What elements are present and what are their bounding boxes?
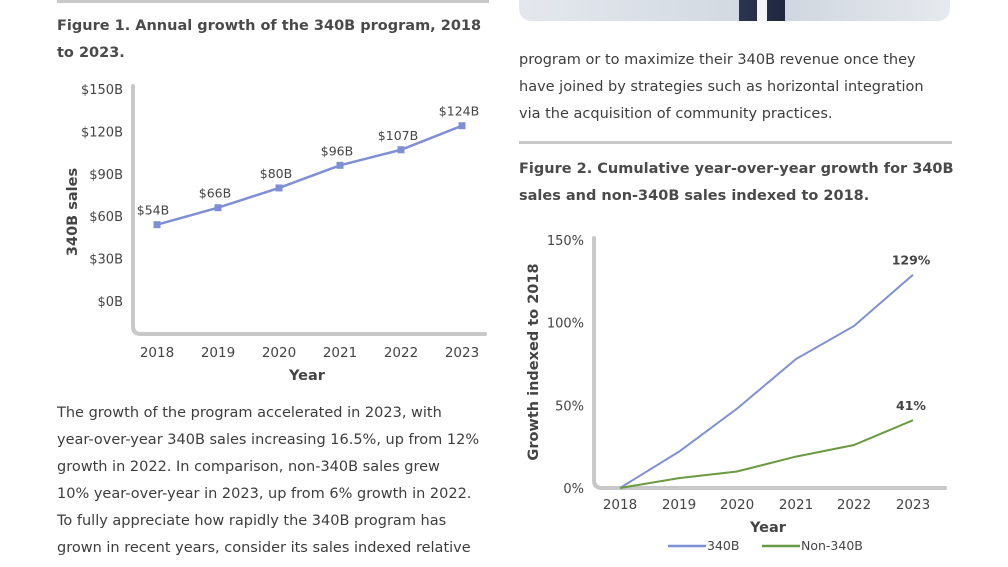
axis-lines	[592, 236, 947, 490]
x-tick-label: 2023	[445, 345, 479, 361]
x-tick-label: 2020	[720, 497, 754, 513]
data-point	[458, 122, 466, 130]
data-point	[397, 146, 405, 154]
x-tick-label: 2022	[384, 345, 418, 361]
y-tick-label: $30B	[89, 253, 123, 268]
x-axis-title: Year	[749, 520, 787, 536]
y-tick-label: 100%	[547, 317, 584, 332]
text-line: To fully appreciate how rapidly the 340B…	[57, 513, 447, 529]
figure2-caption-line: Figure 2. Cumulative year-over-year grow…	[519, 161, 954, 177]
figure1-caption-line: to 2023.	[57, 45, 125, 61]
x-axis-title: Year	[288, 368, 326, 384]
x-tick-label: 2020	[262, 345, 296, 361]
series-line-340b	[156, 124, 463, 226]
y-tick-label: $150B	[81, 83, 123, 98]
x-tick-label: 2021	[779, 497, 813, 513]
y-tick-label: $120B	[81, 125, 123, 140]
y-tick-label: 0%	[563, 482, 584, 497]
data-point	[153, 221, 161, 229]
photo-shirt	[757, 0, 767, 21]
figure2-caption: Figure 2. Cumulative year-over-year grow…	[519, 156, 959, 210]
data-point	[336, 161, 344, 169]
figure1-caption: Figure 1. Annual growth of the 340B prog…	[57, 13, 489, 67]
y-tick-label: 50%	[555, 399, 584, 414]
x-tick-label: 2018	[140, 345, 174, 361]
y-tick-label: $60B	[89, 210, 123, 225]
y-tick-label: $90B	[89, 168, 123, 183]
header-photo	[519, 0, 950, 21]
top-rule-left	[57, 0, 489, 3]
right-body-text: program or to maximize their 340B revenu…	[519, 47, 959, 128]
x-tick-label: 2019	[201, 345, 235, 361]
data-point	[214, 204, 222, 212]
data-label: $54B	[137, 203, 169, 218]
y-axis-title: Growth indexed to 2018	[526, 263, 542, 460]
x-tick-label: 2018	[603, 497, 637, 513]
end-label: 129%	[892, 253, 931, 268]
text-line: The growth of the program accelerated in…	[57, 405, 442, 421]
legend-label: Non-340B	[801, 538, 863, 553]
text-line: via the acquisition of community practic…	[519, 106, 833, 122]
x-tick-label: 2022	[837, 497, 871, 513]
series-line-340b	[619, 273, 914, 489]
figure1-caption-line: Figure 1. Annual growth of the 340B prog…	[57, 18, 482, 34]
text-line: year-over-year 340B sales increasing 16.…	[57, 432, 480, 448]
text-line: grown in recent years, consider its sale…	[57, 540, 471, 556]
figure2-caption-line: sales and non-340B sales indexed to 2018…	[519, 188, 870, 204]
legend-label: 340B	[707, 538, 739, 553]
y-tick-label: $0B	[98, 295, 123, 310]
text-line: have joined by strategies such as horizo…	[519, 79, 924, 95]
figure1-chart: $0B $30B $60B $90B $120B $150B 2018 2019 2020 202…	[65, 83, 487, 384]
data-label: $107B	[378, 128, 418, 143]
left-body-text: The growth of the program accelerated in…	[57, 400, 497, 562]
data-label: $80B	[260, 166, 292, 181]
x-tick-label: 2021	[323, 345, 357, 361]
text-line: growth in 2022. In comparison, non-340B …	[57, 459, 440, 475]
text-line: 10% year-over-year in 2023, up from 6% g…	[57, 486, 472, 502]
axis-lines	[131, 84, 487, 336]
data-point	[275, 184, 283, 192]
y-axis-title: 340B sales	[65, 168, 81, 256]
x-tick-label: 2019	[662, 497, 696, 513]
text-line: program or to maximize their 340B revenu…	[519, 52, 916, 68]
section-rule	[519, 141, 952, 144]
end-label: 41%	[896, 398, 926, 413]
figure2-chart: 0% 50% 100% 150% 2018 2019 2020 2021 2022 2023 Yea…	[526, 234, 947, 553]
y-tick-label: 150%	[547, 234, 584, 249]
data-label: $96B	[321, 143, 353, 158]
data-label: $124B	[439, 104, 479, 119]
data-label: $66B	[199, 186, 231, 201]
x-tick-label: 2023	[896, 497, 930, 513]
series-line-non-340b	[619, 419, 914, 489]
